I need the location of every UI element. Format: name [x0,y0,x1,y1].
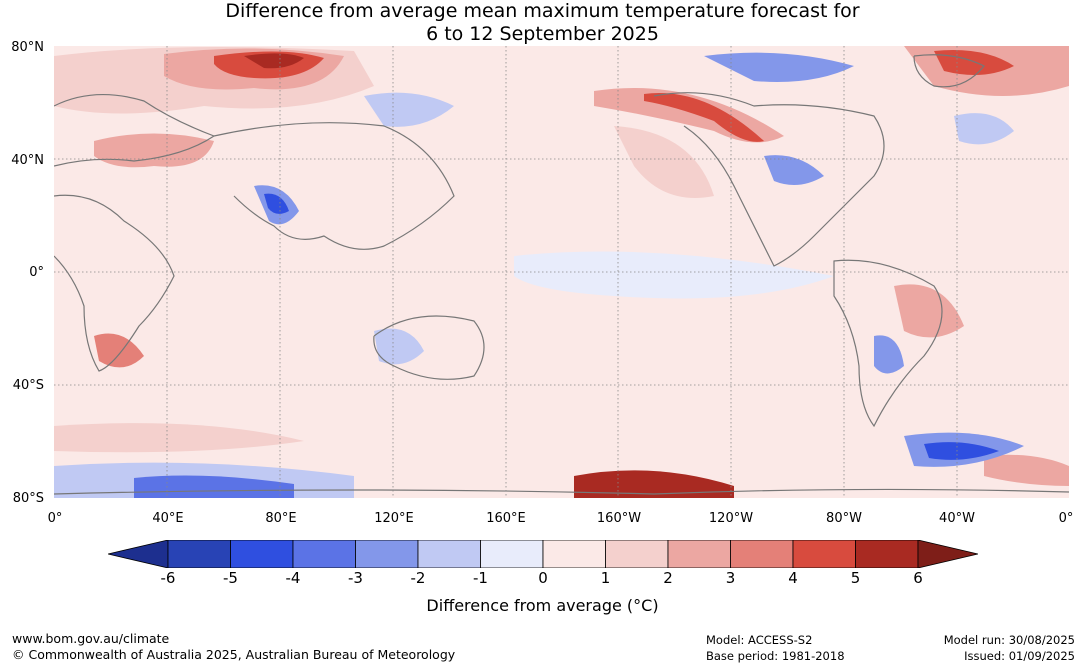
colorbar-swatch [355,540,419,568]
cool-region-north-america [764,155,824,185]
footer-base-period: Base period: 1981-2018 [706,649,845,663]
colorbar-swatch [417,540,481,568]
warm-region-southern-africa [94,333,144,368]
warm-region-south-america [894,284,964,338]
colorbar-tick-label: 6 [913,569,923,587]
footer-model-run: Model run: 30/08/2025 [943,633,1075,647]
cool-region-australia [374,328,424,365]
footer-issued: Issued: 01/09/2025 [964,649,1075,663]
warm-region-north-asia-peak [244,53,304,69]
colorbar-tick-label: -2 [410,569,426,587]
coastline-asia [213,122,455,250]
coastline-australia [373,315,485,380]
warm-region-alaska-core [644,92,764,142]
colorbar-tick-label: 2 [663,569,673,587]
colorbar-swatches [108,540,978,568]
colorbar-tick-label: -1 [473,569,488,587]
colorbar-label: Difference from average (°C) [426,596,659,615]
colorbar-swatch [167,540,231,568]
colorbar-swatch [792,540,856,568]
colorbar-swatch [292,540,356,568]
colorbar-tick-label: 1 [600,569,611,587]
lat-label-80s: 80°S [12,491,44,506]
lon-label-80w: 80°W [826,511,862,526]
colorbar-swatch [605,540,669,568]
coastline-north-america [653,92,885,267]
lon-label-40e: 40°E [152,511,184,526]
lon-label-0-right: 0° [1058,511,1074,526]
coastline-south-america [833,259,943,428]
colorbar-tick-label: 5 [850,569,861,587]
cool-region-equatorial-pacific [514,251,834,299]
warm-region-europe [94,133,214,168]
colorbar-tick-label: -4 [285,569,301,587]
lon-label-160e: 160°E [486,511,526,526]
colorbar-swatch [730,540,794,568]
colorbar-tick-label: 4 [788,569,798,587]
colorbar [108,540,978,568]
warm-region-south-atlantic [984,454,1069,486]
colorbar-end-low [108,540,169,568]
lon-label-120e: 120°E [374,511,414,526]
lat-label-80n: 80°N [11,40,44,55]
lat-label-40n: 40°N [11,153,44,168]
colorbar-swatch [667,540,731,568]
lat-label-equator: 0° [29,265,44,280]
lon-label-80e: 80°E [265,511,297,526]
footer-copyright: © Commonwealth of Australia 2025, Austra… [12,647,456,662]
coastline-europe [54,94,216,167]
colorbar-tick-label: -3 [348,569,363,587]
warm-region-antarctic-pacific [574,470,734,498]
cool-region-tibet-core [264,193,289,214]
lat-label-40s: 40°S [12,378,44,393]
cool-anomaly-regions [54,52,1024,498]
coastline-antarctica [54,488,1069,495]
lon-label-0-left: 0° [47,511,63,526]
coastline-africa [54,194,175,372]
footer-url: www.bom.gov.au/climate [12,631,170,646]
cool-region-atlantic [954,113,1014,145]
lon-label-40w: 40°W [939,511,975,526]
colorbar-end-high [917,540,978,568]
footer-model: Model: ACCESS-S2 [706,633,813,647]
cool-region-antarctic-indian-core [134,475,294,498]
temperature-anomaly-map [54,46,1069,498]
lon-label-160w: 160°W [596,511,642,526]
anomaly-field [54,46,1069,498]
cool-region-siberia [364,92,454,127]
colorbar-swatch [855,540,919,568]
lon-label-120w: 120°W [708,511,754,526]
map-title-line1: Difference from average mean maximum tem… [225,0,860,22]
cool-region-south-america [874,335,904,374]
coastline-greenland [913,54,985,88]
colorbar-tick-label: -6 [160,569,176,587]
cool-region-southern-atlantic-core [924,442,999,460]
graticule [54,46,1069,498]
warm-region-north-pacific [614,126,714,198]
cool-region-arctic-canada [704,52,854,82]
coastlines [54,54,1069,495]
colorbar-tick-label: 3 [725,569,736,587]
warm-anomaly-regions [54,46,1069,498]
colorbar-tick-label: 0 [538,569,548,587]
colorbar-swatch [480,540,544,568]
warm-region-southern-ocean [54,423,304,453]
map-title: Difference from average mean maximum tem… [0,0,1085,46]
colorbar-swatch [542,540,606,568]
colorbar-tick-label: -5 [223,569,238,587]
colorbar-swatch [230,540,294,568]
map-title-line2: 6 to 12 September 2025 [426,23,659,45]
